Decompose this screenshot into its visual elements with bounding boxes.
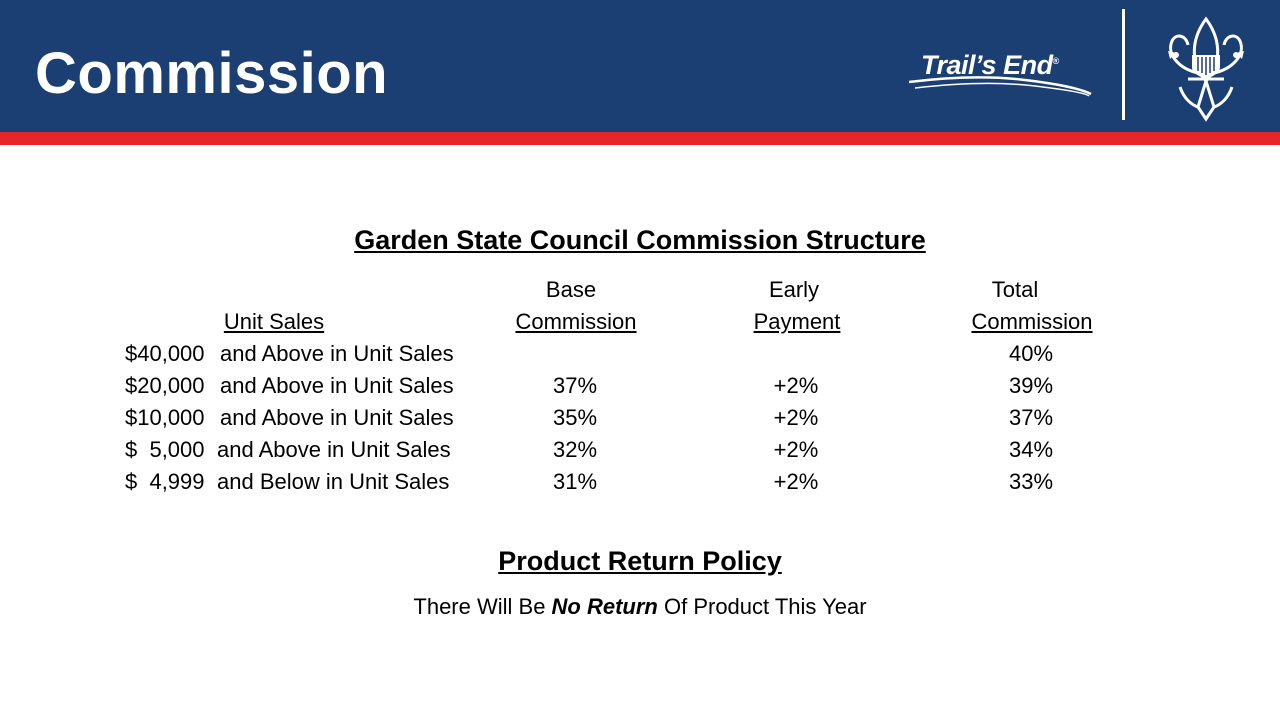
row-total: 40% [1008,341,1054,366]
commission-heading: Garden State Council Commission Structur… [354,225,926,255]
row-base: 37% [552,373,598,398]
policy-statement: There Will Be No Return Of Product This … [413,594,867,619]
policy-emphasis: No Return [551,594,658,619]
row-amount: $20,000 [125,373,205,398]
logo-divider [1122,9,1125,120]
row-label: and Above in Unit Sales [220,405,454,430]
row-label: and Above in Unit Sales [220,341,454,366]
row-base: 35% [552,405,598,430]
fleur-de-lis-emblem-icon [1168,16,1244,122]
unit-sales-header: Unit Sales [223,309,325,334]
row-label: and Above in Unit Sales [220,373,454,398]
row-label: and Below in Unit Sales [217,469,450,494]
row-total: 33% [1008,469,1054,494]
row-base: 31% [552,469,598,494]
row-amount: $ 5,000 [125,437,205,462]
row-amount: $40,000 [125,341,205,366]
row-amount: $10,000 [125,405,205,430]
row-label: and Above in Unit Sales [217,437,451,462]
row-base: 32% [552,437,598,462]
brand-swoosh-icon [908,76,1092,97]
row-early: +2% [773,373,819,398]
base-header-top: Base [545,277,597,302]
brand-name: Trail’s End® [921,50,1059,80]
row-total: 37% [1008,405,1054,430]
row-total: 39% [1008,373,1054,398]
trails-end-logo: Trail’s End® [905,46,1095,100]
row-amount: $ 4,999 [125,469,205,494]
total-header-top: Total [991,277,1039,302]
row-early: +2% [773,437,819,462]
base-header-bottom: Commission [515,309,637,334]
total-header-bottom: Commission [971,309,1093,334]
policy-heading: Product Return Policy [498,546,782,576]
early-header-top: Early [768,277,820,302]
early-header-bottom: Payment [753,309,841,334]
slide-title: Commission [35,41,389,106]
row-early: +2% [773,405,819,430]
accent-stripe [0,132,1280,145]
row-early: +2% [773,469,819,494]
header-band [0,0,1280,132]
row-total: 34% [1008,437,1054,462]
